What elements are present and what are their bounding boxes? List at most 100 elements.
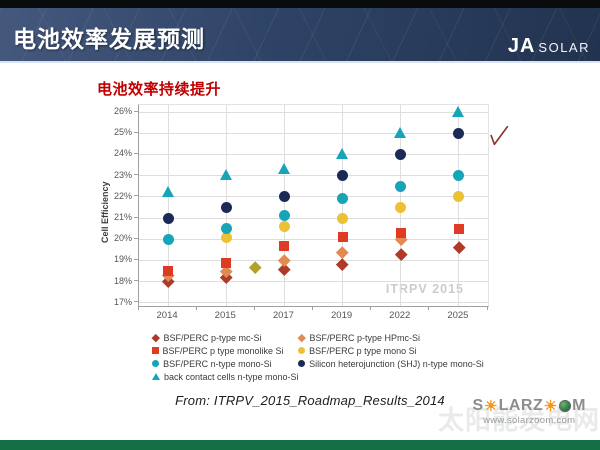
legend-item: BSF/PERC p type mono Si bbox=[298, 345, 417, 356]
data-point-triangle bbox=[277, 162, 290, 174]
ja-solar-logo: JA SOLAR bbox=[508, 35, 590, 58]
y-tick-label: 26% bbox=[113, 106, 132, 116]
x-tickmark bbox=[370, 306, 372, 310]
data-point-circle bbox=[395, 148, 407, 160]
data-point-diamond bbox=[278, 254, 291, 267]
legend-label: BSF/PERC p type mono Si bbox=[309, 345, 417, 356]
data-point-circle bbox=[453, 191, 465, 203]
data-point-circle bbox=[395, 201, 407, 213]
x-tickmark bbox=[428, 306, 430, 310]
data-point-triangle bbox=[336, 147, 349, 159]
legend-item: BSF/PERC n-type mono-Si bbox=[152, 358, 272, 369]
y-tickmark bbox=[134, 195, 138, 197]
h-gridline bbox=[139, 281, 488, 283]
x-tickmark bbox=[195, 306, 197, 310]
y-tick-label: 21% bbox=[113, 212, 132, 222]
brand-ja-text: JA bbox=[507, 35, 536, 57]
legend-item: BSF/PERC p-type mc-Si bbox=[151, 332, 262, 343]
data-point-triangle bbox=[219, 169, 232, 181]
data-point-circle bbox=[453, 127, 465, 139]
chinese-watermark: 太阳能发电网 bbox=[437, 405, 600, 435]
data-point-square bbox=[337, 232, 348, 243]
data-point-circle bbox=[278, 210, 290, 222]
data-point-square bbox=[395, 227, 406, 238]
top-black-bar bbox=[0, 0, 600, 8]
h-gridline bbox=[139, 175, 488, 177]
logo-letter-m: M bbox=[572, 397, 586, 414]
solarzoom-url: www.solarzoom.com bbox=[483, 415, 576, 426]
x-tickmark bbox=[137, 306, 139, 310]
y-tickmark bbox=[134, 152, 138, 154]
legend-marker-circle bbox=[152, 359, 160, 368]
y-tick-label: 24% bbox=[113, 148, 132, 159]
h-gridline bbox=[139, 111, 488, 113]
data-point-circle bbox=[453, 170, 465, 182]
y-tick-label: 17% bbox=[113, 296, 132, 307]
y-tickmark bbox=[134, 131, 138, 133]
slide-title: 电池效率发展预测 bbox=[13, 26, 205, 52]
h-gridline bbox=[139, 153, 488, 155]
legend-label: BSF/PERC n-type mono-Si bbox=[163, 358, 272, 369]
data-point-square bbox=[221, 257, 232, 268]
data-point-triangle bbox=[452, 105, 465, 117]
y-tickmark bbox=[134, 174, 138, 176]
data-point-diamond bbox=[394, 248, 407, 261]
legend-label: BSF/PERC p-type mc-Si bbox=[163, 332, 262, 343]
data-point-circle bbox=[278, 220, 290, 232]
x-tick-label: 2017 bbox=[272, 310, 294, 321]
x-tick-label: 2022 bbox=[389, 310, 411, 321]
brand-solar-text: SOLAR bbox=[538, 40, 590, 55]
y-tick-label: 18% bbox=[113, 275, 132, 286]
legend-item: BSF/PERC p type monolike Si bbox=[152, 345, 284, 356]
data-point-circle bbox=[220, 231, 232, 243]
legend-marker-triangle bbox=[152, 373, 160, 380]
data-point-diamond bbox=[249, 260, 262, 273]
h-gridline bbox=[139, 238, 488, 240]
y-tick-label: 22% bbox=[113, 190, 132, 201]
legend-item: Silicon heterojunction (SHJ) n-type mono… bbox=[298, 358, 484, 369]
data-point-circle bbox=[337, 170, 349, 182]
legend-marker-diamond bbox=[151, 333, 160, 342]
x-tickmark bbox=[253, 306, 255, 310]
data-point-circle bbox=[278, 191, 290, 203]
y-tickmark bbox=[134, 258, 138, 260]
y-tickmark bbox=[134, 280, 138, 282]
y-tickmark bbox=[134, 301, 138, 303]
data-point-triangle bbox=[394, 126, 407, 138]
x-tick-label: 2015 bbox=[214, 310, 236, 321]
h-gridline bbox=[139, 196, 488, 198]
sun-icon: ☀ bbox=[543, 397, 558, 415]
y-tickmark bbox=[134, 110, 138, 112]
globe-icon bbox=[559, 400, 572, 412]
data-point-diamond bbox=[336, 245, 349, 258]
v-gridline bbox=[167, 105, 169, 306]
data-point-circle bbox=[337, 193, 349, 205]
red-check-annotation bbox=[490, 125, 509, 146]
legend-marker-diamond bbox=[297, 333, 306, 342]
y-tick-label: 19% bbox=[113, 254, 132, 265]
logo-letter-s: S bbox=[472, 397, 484, 414]
solarzoom-logo: S ☀ LARZ ☀ M www.solarzoom.com bbox=[472, 398, 586, 427]
x-tick-label: 2014 bbox=[156, 310, 178, 321]
x-tickmark bbox=[486, 306, 488, 310]
y-tickmark bbox=[134, 216, 138, 218]
legend-item: back contact cells n-type mono-Si bbox=[152, 371, 299, 382]
data-point-diamond bbox=[452, 241, 465, 254]
solarzoom-logo-text: S ☀ LARZ ☀ M bbox=[472, 398, 586, 414]
data-point-square bbox=[163, 266, 174, 276]
data-point-circle bbox=[337, 212, 349, 224]
v-gridline bbox=[458, 105, 460, 306]
plot-area: ITRPV 2015 bbox=[138, 104, 489, 307]
h-gridline bbox=[139, 217, 488, 219]
data-point-circle bbox=[220, 201, 232, 213]
logo-letters-larz: LARZ bbox=[498, 397, 544, 414]
data-point-circle bbox=[162, 233, 174, 245]
data-point-circle bbox=[220, 223, 232, 235]
legend-label: BSF/PERC p-type HPmc-Si bbox=[309, 332, 421, 343]
y-tick-label: 23% bbox=[113, 169, 132, 180]
legend-marker-square bbox=[152, 347, 159, 354]
h-gridline bbox=[139, 132, 488, 134]
data-point-triangle bbox=[161, 186, 174, 198]
sun-icon: ☀ bbox=[484, 397, 499, 415]
